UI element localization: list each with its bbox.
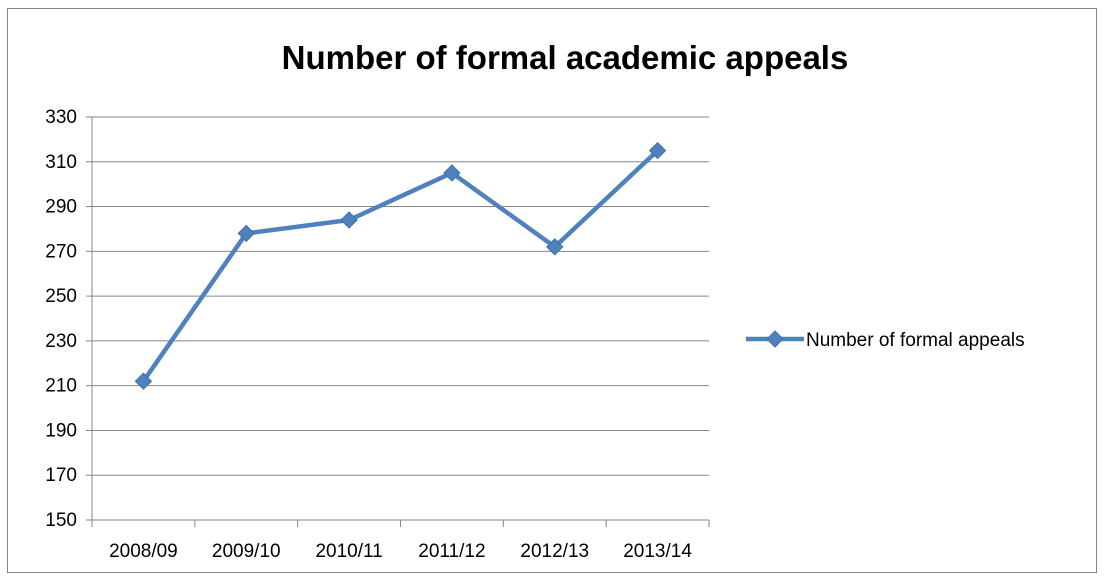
y-tick-label: 210: [45, 376, 77, 397]
legend: Number of formal appeals: [746, 330, 1025, 351]
legend-label: Number of formal appeals: [806, 330, 1025, 351]
data-point: [237, 224, 255, 243]
x-tick-label: 2013/14: [623, 541, 692, 562]
series-line: [141, 148, 660, 383]
y-tick-label: 150: [45, 510, 77, 531]
y-axis-tick-labels: 150 170 190 210 230 250 270 290 310 330: [45, 107, 77, 531]
data-point: [648, 141, 667, 160]
y-tick-label: 310: [45, 152, 77, 173]
x-axis-tick-labels: 2008/09 2009/10 2010/11 2011/12 2012/13 2013/…: [109, 541, 692, 562]
y-tick-label: 270: [45, 241, 77, 262]
x-tick-label: 2011/12: [418, 541, 485, 562]
x-tick-label: 2008/09: [109, 541, 178, 562]
data-point: [134, 372, 153, 390]
y-tick-label: 250: [45, 286, 77, 307]
x-tick-label: 2009/10: [212, 541, 281, 562]
legend-marker: [766, 330, 784, 348]
y-tick-label: 290: [45, 197, 77, 218]
y-tick-label: 230: [45, 331, 77, 352]
y-tick-label: 190: [45, 420, 77, 441]
data-series: [134, 141, 667, 390]
chart-area: Number of formal academic appeals 150 170…: [7, 8, 1097, 573]
data-point: [546, 238, 564, 256]
data-point: [443, 164, 461, 182]
data-point: [340, 211, 358, 229]
gridlines: [86, 116, 709, 521]
x-tick-label: 2010/11: [315, 541, 382, 562]
y-tick-label: 170: [45, 465, 77, 486]
chart-title: Number of formal academic appeals: [282, 39, 849, 76]
x-tick-label: 2012/13: [520, 541, 589, 562]
y-tick-label: 330: [45, 107, 77, 128]
line-chart: Number of formal academic appeals 150 170…: [45, 39, 1025, 562]
axes: [91, 117, 710, 527]
